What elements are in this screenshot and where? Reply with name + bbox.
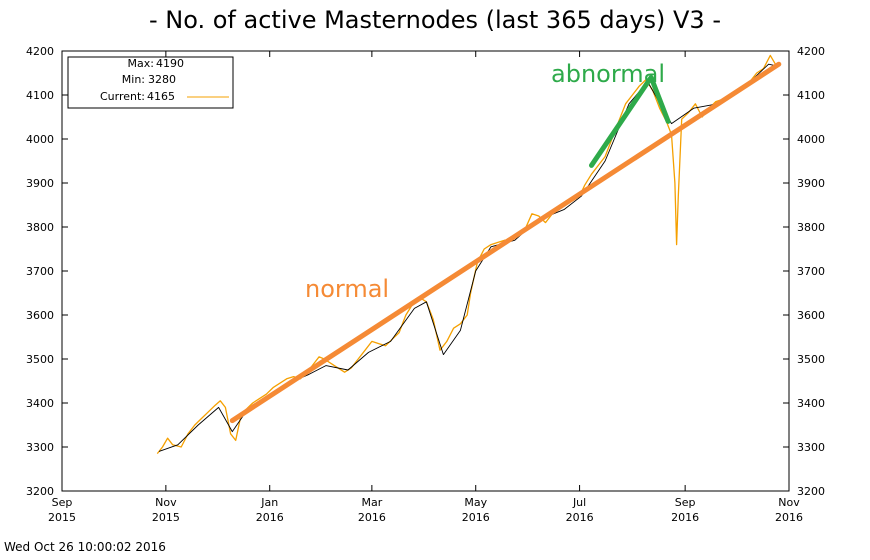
annotation-line-normal [229, 61, 782, 424]
x-tick-label-year: 2016 [358, 511, 386, 524]
legend-box [67, 56, 234, 109]
x-tick-label-month: Nov [155, 496, 177, 509]
x-tick-label-year: 2016 [256, 511, 284, 524]
annotation-layer: normal abnormal [229, 60, 782, 424]
annotation-line-abnormal [589, 74, 671, 168]
x-tick-label-month: Mar [361, 496, 382, 509]
legend-min-value: 3280 [148, 73, 176, 86]
legend-current-value: 4165 [147, 90, 175, 103]
y-tick-label-right: 4000 [797, 133, 825, 146]
y-tick-label-left: 4000 [26, 133, 54, 146]
x-tick-label-year: 2015 [152, 511, 180, 524]
y-tick-label-right: 3800 [797, 221, 825, 234]
x-tick-label-year: 2015 [48, 511, 76, 524]
x-tick-label-month: Jan [260, 496, 278, 509]
y-tick-label-right: 3300 [797, 441, 825, 454]
legend-current-label: Current: [100, 90, 145, 103]
y-tick-label-left: 4100 [26, 89, 54, 102]
legend: Max: 4190 Min: 3280 Current: 4165 [67, 56, 234, 109]
plot-frame [61, 50, 790, 492]
legend-min-label: Min: [122, 73, 145, 86]
y-tick-label-left: 3600 [26, 309, 54, 322]
y-tick-label-right: 3900 [797, 177, 825, 190]
y-tick-label-right: 3700 [797, 265, 825, 278]
y-tick-label-right: 3600 [797, 309, 825, 322]
x-tick-label-year: 2016 [566, 511, 594, 524]
y-tick-label-left: 4200 [26, 45, 54, 58]
legend-max-value: 4190 [156, 57, 184, 70]
y-tick-label-left: 3300 [26, 441, 54, 454]
y-tick-label-left: 3900 [26, 177, 54, 190]
x-tick-label-year: 2016 [671, 511, 699, 524]
y-tick-label-right: 3200 [797, 485, 825, 498]
x-tick-label-month: Sep [675, 496, 696, 509]
y-tick-label-left: 3700 [26, 265, 54, 278]
y-tick-label-left: 3800 [26, 221, 54, 234]
y-tick-label-right: 4100 [797, 89, 825, 102]
y-tick-label-left: 3500 [26, 353, 54, 366]
x-tick-label-month: Nov [778, 496, 800, 509]
chart-title: - No. of active Masternodes (last 365 da… [148, 6, 721, 34]
annotation-label-normal: normal [305, 275, 389, 303]
y-tick-label-right: 4200 [797, 45, 825, 58]
x-tick-label-year: 2016 [462, 511, 490, 524]
x-tick-label-month: May [464, 496, 487, 509]
series-layer [156, 54, 780, 455]
x-tick-label-month: Sep [52, 496, 73, 509]
axis-ticks: 3200 3200 3300 3300 3400 3400 3500 3500 3600 3600… [26, 45, 825, 524]
y-tick-label-right: 3400 [797, 397, 825, 410]
y-tick-label-right: 3500 [797, 353, 825, 366]
x-tick-label-month: Jul [572, 496, 586, 509]
annotation-label-abnormal: abnormal [551, 60, 665, 88]
y-tick-label-left: 3400 [26, 397, 54, 410]
x-tick-label-year: 2016 [775, 511, 803, 524]
footer-timestamp: Wed Oct 26 10:00:02 2016 [4, 540, 166, 554]
series-line-masternodes [156, 54, 780, 455]
y-tick-label-left: 3200 [26, 485, 54, 498]
legend-max-label: Max: [128, 57, 154, 70]
